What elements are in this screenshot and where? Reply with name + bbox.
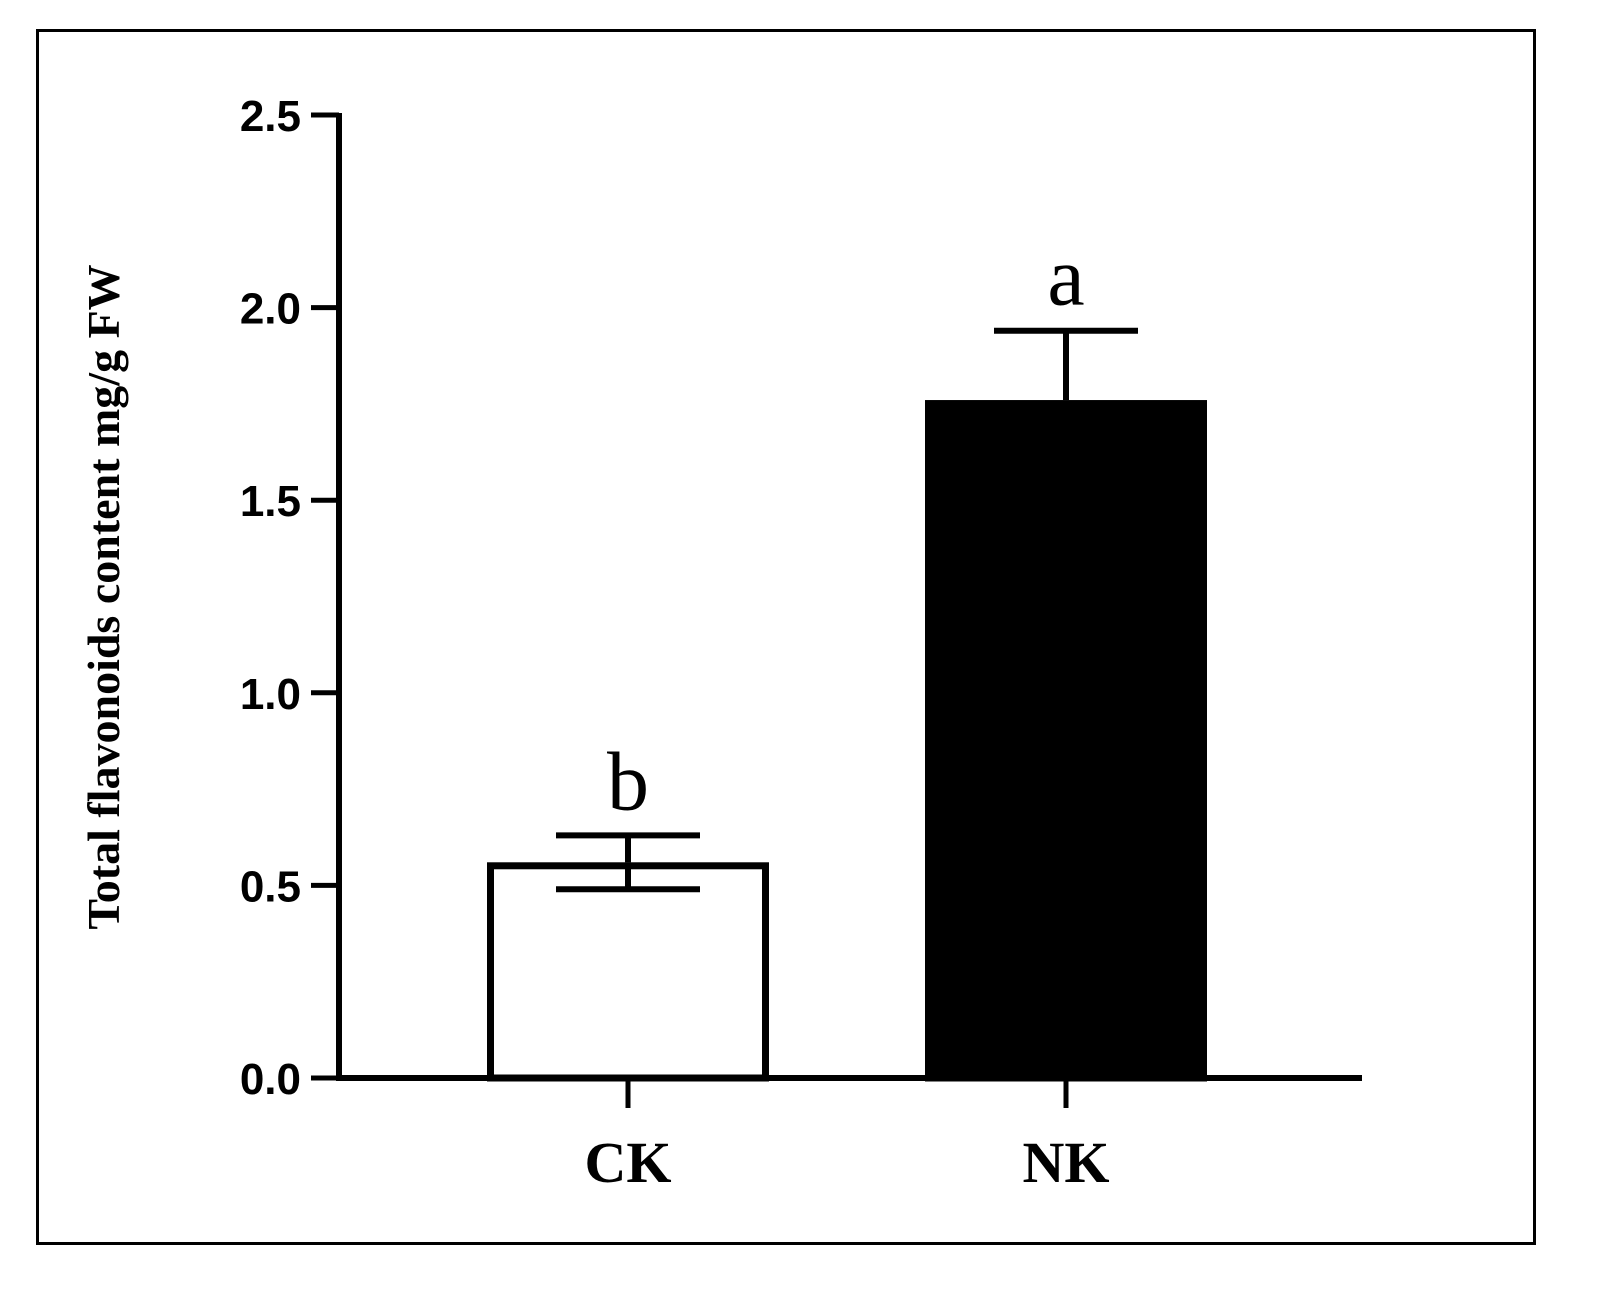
- significance-label: a: [1047, 231, 1084, 324]
- x-tick-label: CK: [585, 1130, 672, 1195]
- bars: ba: [487, 231, 1207, 1082]
- y-tick-label: 0.5: [240, 862, 301, 911]
- y-tick-label: 0.0: [240, 1055, 301, 1104]
- y-tick-label: 2.0: [240, 285, 301, 334]
- y-axis-title: Total flavonoids content mg/g FW: [78, 264, 129, 929]
- y-tick-label: 2.5: [240, 92, 301, 141]
- x-axis: CK NK: [336, 1075, 1362, 1195]
- x-tick-label: NK: [1023, 1130, 1110, 1195]
- y-tick-label: 1.0: [240, 670, 301, 719]
- chart-frame: [36, 29, 1536, 1245]
- y-axis: 0.0 0.5 1.0 1.5 2.0 2.5: [240, 92, 342, 1104]
- significance-label: b: [607, 735, 649, 828]
- bar-ck: [487, 862, 769, 1082]
- y-tick-label: 1.5: [240, 477, 301, 526]
- bar-nk: [925, 400, 1207, 1082]
